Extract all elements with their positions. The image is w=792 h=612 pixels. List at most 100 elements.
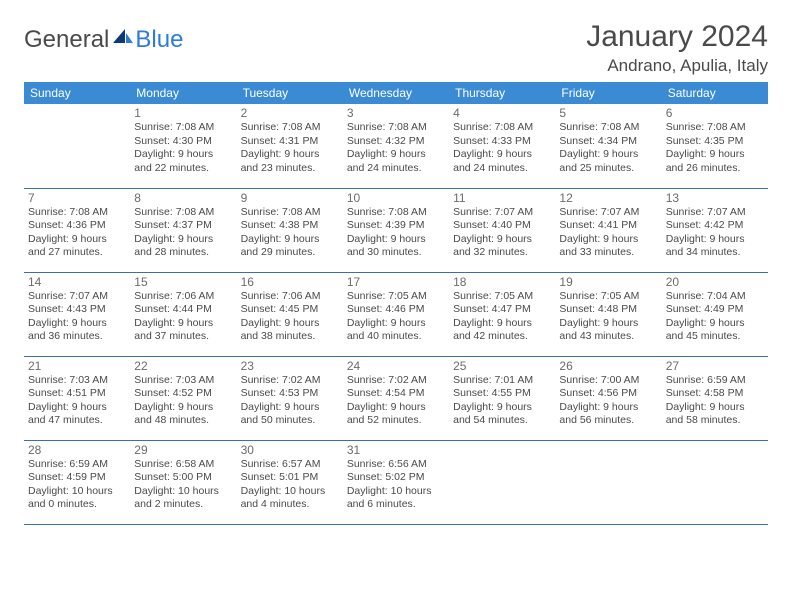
calendar-cell: 31Sunrise: 6:56 AMSunset: 5:02 PMDayligh… <box>343 440 449 524</box>
day-info: Sunrise: 7:08 AMSunset: 4:37 PMDaylight:… <box>134 206 232 261</box>
day-number: 24 <box>347 359 445 373</box>
day-number: 1 <box>134 106 232 120</box>
calendar-cell: 25Sunrise: 7:01 AMSunset: 4:55 PMDayligh… <box>449 356 555 440</box>
day-number: 5 <box>559 106 657 120</box>
day-info: Sunrise: 7:08 AMSunset: 4:34 PMDaylight:… <box>559 121 657 176</box>
calendar-cell: 5Sunrise: 7:08 AMSunset: 4:34 PMDaylight… <box>555 104 661 188</box>
calendar-cell: 2Sunrise: 7:08 AMSunset: 4:31 PMDaylight… <box>237 104 343 188</box>
day-info: Sunrise: 7:05 AMSunset: 4:48 PMDaylight:… <box>559 290 657 345</box>
calendar-cell: 30Sunrise: 6:57 AMSunset: 5:01 PMDayligh… <box>237 440 343 524</box>
day-info: Sunrise: 7:03 AMSunset: 4:51 PMDaylight:… <box>28 374 126 429</box>
day-info: Sunrise: 7:08 AMSunset: 4:39 PMDaylight:… <box>347 206 445 261</box>
week-row: 28Sunrise: 6:59 AMSunset: 4:59 PMDayligh… <box>24 440 768 524</box>
calendar-cell: 24Sunrise: 7:02 AMSunset: 4:54 PMDayligh… <box>343 356 449 440</box>
calendar-cell: 15Sunrise: 7:06 AMSunset: 4:44 PMDayligh… <box>130 272 236 356</box>
day-info: Sunrise: 7:08 AMSunset: 4:31 PMDaylight:… <box>241 121 339 176</box>
day-info: Sunrise: 7:05 AMSunset: 4:47 PMDaylight:… <box>453 290 551 345</box>
day-header: Tuesday <box>237 82 343 104</box>
day-number: 27 <box>666 359 764 373</box>
day-number: 13 <box>666 191 764 205</box>
calendar-cell <box>449 440 555 524</box>
calendar-cell: 19Sunrise: 7:05 AMSunset: 4:48 PMDayligh… <box>555 272 661 356</box>
day-number: 29 <box>134 443 232 457</box>
day-header: Monday <box>130 82 236 104</box>
calendar-cell <box>662 440 768 524</box>
calendar-cell: 17Sunrise: 7:05 AMSunset: 4:46 PMDayligh… <box>343 272 449 356</box>
day-info: Sunrise: 6:56 AMSunset: 5:02 PMDaylight:… <box>347 458 445 513</box>
title-block: January 2024 Andrano, Apulia, Italy <box>586 20 768 76</box>
calendar-cell: 20Sunrise: 7:04 AMSunset: 4:49 PMDayligh… <box>662 272 768 356</box>
day-number: 16 <box>241 275 339 289</box>
day-info: Sunrise: 7:05 AMSunset: 4:46 PMDaylight:… <box>347 290 445 345</box>
day-number: 9 <box>241 191 339 205</box>
calendar-cell: 7Sunrise: 7:08 AMSunset: 4:36 PMDaylight… <box>24 188 130 272</box>
calendar-cell: 4Sunrise: 7:08 AMSunset: 4:33 PMDaylight… <box>449 104 555 188</box>
calendar-cell: 16Sunrise: 7:06 AMSunset: 4:45 PMDayligh… <box>237 272 343 356</box>
calendar-cell: 12Sunrise: 7:07 AMSunset: 4:41 PMDayligh… <box>555 188 661 272</box>
day-number: 23 <box>241 359 339 373</box>
logo-text-blue: Blue <box>135 26 183 54</box>
day-info: Sunrise: 7:07 AMSunset: 4:41 PMDaylight:… <box>559 206 657 261</box>
calendar-page: General Blue January 2024 Andrano, Apuli… <box>0 0 792 545</box>
day-info: Sunrise: 7:02 AMSunset: 4:54 PMDaylight:… <box>347 374 445 429</box>
calendar-cell: 6Sunrise: 7:08 AMSunset: 4:35 PMDaylight… <box>662 104 768 188</box>
day-number: 10 <box>347 191 445 205</box>
calendar-cell: 26Sunrise: 7:00 AMSunset: 4:56 PMDayligh… <box>555 356 661 440</box>
calendar-cell: 11Sunrise: 7:07 AMSunset: 4:40 PMDayligh… <box>449 188 555 272</box>
calendar-cell: 8Sunrise: 7:08 AMSunset: 4:37 PMDaylight… <box>130 188 236 272</box>
day-info: Sunrise: 7:07 AMSunset: 4:40 PMDaylight:… <box>453 206 551 261</box>
day-number: 21 <box>28 359 126 373</box>
calendar-cell <box>555 440 661 524</box>
day-number: 20 <box>666 275 764 289</box>
day-number: 6 <box>666 106 764 120</box>
day-info: Sunrise: 7:08 AMSunset: 4:35 PMDaylight:… <box>666 121 764 176</box>
calendar-cell: 1Sunrise: 7:08 AMSunset: 4:30 PMDaylight… <box>130 104 236 188</box>
day-info: Sunrise: 7:04 AMSunset: 4:49 PMDaylight:… <box>666 290 764 345</box>
day-number: 2 <box>241 106 339 120</box>
calendar-cell: 14Sunrise: 7:07 AMSunset: 4:43 PMDayligh… <box>24 272 130 356</box>
week-row: 14Sunrise: 7:07 AMSunset: 4:43 PMDayligh… <box>24 272 768 356</box>
day-number: 12 <box>559 191 657 205</box>
calendar-cell: 22Sunrise: 7:03 AMSunset: 4:52 PMDayligh… <box>130 356 236 440</box>
day-info: Sunrise: 7:00 AMSunset: 4:56 PMDaylight:… <box>559 374 657 429</box>
day-number: 26 <box>559 359 657 373</box>
day-info: Sunrise: 7:01 AMSunset: 4:55 PMDaylight:… <box>453 374 551 429</box>
week-row: 1Sunrise: 7:08 AMSunset: 4:30 PMDaylight… <box>24 104 768 188</box>
logo-text-general: General <box>24 26 109 54</box>
day-info: Sunrise: 7:02 AMSunset: 4:53 PMDaylight:… <box>241 374 339 429</box>
day-header: Wednesday <box>343 82 449 104</box>
day-info: Sunrise: 7:07 AMSunset: 4:43 PMDaylight:… <box>28 290 126 345</box>
location: Andrano, Apulia, Italy <box>586 56 768 76</box>
day-number: 17 <box>347 275 445 289</box>
day-number: 25 <box>453 359 551 373</box>
day-number: 3 <box>347 106 445 120</box>
day-header: Thursday <box>449 82 555 104</box>
header: General Blue January 2024 Andrano, Apuli… <box>24 20 768 76</box>
week-row: 21Sunrise: 7:03 AMSunset: 4:51 PMDayligh… <box>24 356 768 440</box>
day-number: 28 <box>28 443 126 457</box>
calendar-cell: 23Sunrise: 7:02 AMSunset: 4:53 PMDayligh… <box>237 356 343 440</box>
day-info: Sunrise: 7:08 AMSunset: 4:33 PMDaylight:… <box>453 121 551 176</box>
logo: General Blue <box>24 26 183 54</box>
day-number: 4 <box>453 106 551 120</box>
day-info: Sunrise: 7:08 AMSunset: 4:32 PMDaylight:… <box>347 121 445 176</box>
calendar-cell: 27Sunrise: 6:59 AMSunset: 4:58 PMDayligh… <box>662 356 768 440</box>
day-header: Sunday <box>24 82 130 104</box>
day-number: 14 <box>28 275 126 289</box>
day-number: 19 <box>559 275 657 289</box>
day-info: Sunrise: 7:03 AMSunset: 4:52 PMDaylight:… <box>134 374 232 429</box>
day-info: Sunrise: 7:06 AMSunset: 4:44 PMDaylight:… <box>134 290 232 345</box>
day-number: 15 <box>134 275 232 289</box>
calendar-cell: 18Sunrise: 7:05 AMSunset: 4:47 PMDayligh… <box>449 272 555 356</box>
day-info: Sunrise: 7:06 AMSunset: 4:45 PMDaylight:… <box>241 290 339 345</box>
day-header: Saturday <box>662 82 768 104</box>
day-info: Sunrise: 6:59 AMSunset: 4:59 PMDaylight:… <box>28 458 126 513</box>
day-number: 22 <box>134 359 232 373</box>
day-number: 11 <box>453 191 551 205</box>
month-title: January 2024 <box>586 20 768 54</box>
calendar-cell: 21Sunrise: 7:03 AMSunset: 4:51 PMDayligh… <box>24 356 130 440</box>
calendar-table: SundayMondayTuesdayWednesdayThursdayFrid… <box>24 82 768 525</box>
calendar-cell: 10Sunrise: 7:08 AMSunset: 4:39 PMDayligh… <box>343 188 449 272</box>
day-info: Sunrise: 6:59 AMSunset: 4:58 PMDaylight:… <box>666 374 764 429</box>
calendar-cell: 29Sunrise: 6:58 AMSunset: 5:00 PMDayligh… <box>130 440 236 524</box>
